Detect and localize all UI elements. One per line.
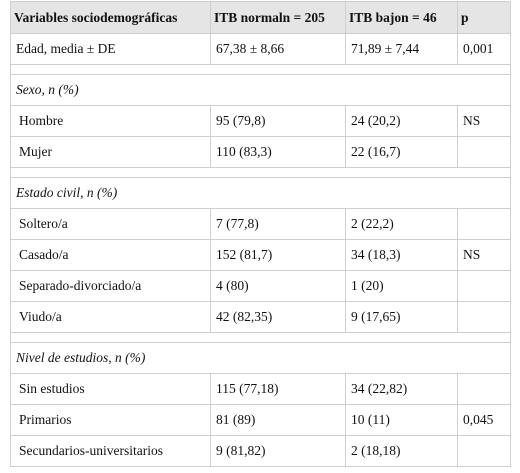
section-row: Nivel de estudios, n (%) — [10, 342, 511, 374]
data-table: Variables sociodemográficas ITB normaln =… — [10, 1, 511, 467]
cell: 0,001 — [457, 33, 511, 65]
cell: 34 (22,82) — [345, 373, 458, 405]
cell: 9 (17,65) — [345, 301, 458, 333]
cell: 2 (18,18) — [345, 435, 458, 467]
row-label: Separado-divorciado/a — [10, 270, 211, 302]
cell: 34 (18,3) — [345, 239, 458, 271]
cell: 0,045 — [457, 404, 511, 436]
table-row: Sin estudios 115 (77,18) 34 (22,82) — [10, 373, 511, 405]
table-row: Secundarios-universitarios 9 (81,82) 2 (18… — [10, 435, 511, 467]
cell: 9 (81,82) — [210, 435, 346, 467]
spacer-row — [10, 332, 511, 343]
spacer-cell — [10, 332, 511, 343]
cell: NS — [457, 239, 511, 271]
cell: 7 (77,8) — [210, 208, 346, 240]
table-row: Mujer 110 (83,3) 22 (16,7) — [10, 136, 511, 168]
section-title: Estado civil, n (%) — [10, 177, 511, 209]
cell — [457, 208, 511, 240]
cell: NS — [457, 105, 511, 137]
cell: 4 (80) — [210, 270, 346, 302]
table-row: Hombre 95 (79,8) 24 (20,2) NS — [10, 105, 511, 137]
header-cell: ITB normaln = 205 — [210, 1, 346, 34]
cell: 24 (20,2) — [345, 105, 458, 137]
table-row: Viudo/a 42 (82,35) 9 (17,65) — [10, 301, 511, 333]
spacer-cell — [10, 64, 511, 75]
row-label: Viudo/a — [10, 301, 211, 333]
row-label: Edad, media ± DE — [10, 33, 211, 65]
cell: 115 (77,18) — [210, 373, 346, 405]
cell: 110 (83,3) — [210, 136, 346, 168]
spacer-row — [10, 64, 511, 75]
cell: 42 (82,35) — [210, 301, 346, 333]
cell — [457, 373, 511, 405]
row-label: Hombre — [10, 105, 211, 137]
header-cell: p — [457, 1, 511, 34]
table-row: Primarios 81 (89) 10 (11) 0,045 — [10, 404, 511, 436]
table-row: Casado/a 152 (81,7) 34 (18,3) NS — [10, 239, 511, 271]
cell — [457, 301, 511, 333]
header-cell: ITB bajon = 46 — [345, 1, 458, 34]
table-row: Separado-divorciado/a 4 (80) 1 (20) — [10, 270, 511, 302]
row-label: Casado/a — [10, 239, 211, 271]
cell — [457, 136, 511, 168]
cell: 152 (81,7) — [210, 239, 346, 271]
cell: 71,89 ± 7,44 — [345, 33, 458, 65]
section-title: Nivel de estudios, n (%) — [10, 342, 511, 374]
section-row: Estado civil, n (%) — [10, 177, 511, 209]
header-row: Variables sociodemográficas ITB normaln =… — [10, 1, 511, 34]
spacer-cell — [10, 167, 511, 178]
section-row: Sexo, n (%) — [10, 74, 511, 106]
table-row: Edad, media ± DE 67,38 ± 8,66 71,89 ± 7,44… — [10, 33, 511, 65]
spacer-row — [10, 167, 511, 178]
cell — [457, 270, 511, 302]
row-label: Primarios — [10, 404, 211, 436]
row-label: Secundarios-universitarios — [10, 435, 211, 467]
row-label: Mujer — [10, 136, 211, 168]
cell: 22 (16,7) — [345, 136, 458, 168]
section-title: Sexo, n (%) — [10, 74, 511, 106]
cell: 1 (20) — [345, 270, 458, 302]
cell: 2 (22,2) — [345, 208, 458, 240]
cell: 95 (79,8) — [210, 105, 346, 137]
row-label: Soltero/a — [10, 208, 211, 240]
cell: 10 (11) — [345, 404, 458, 436]
table-row: Soltero/a 7 (77,8) 2 (22,2) — [10, 208, 511, 240]
row-label: Sin estudios — [10, 373, 211, 405]
cell: 81 (89) — [210, 404, 346, 436]
cell — [457, 435, 511, 467]
cell: 67,38 ± 8,66 — [210, 33, 346, 65]
header-cell: Variables sociodemográficas — [10, 1, 211, 34]
